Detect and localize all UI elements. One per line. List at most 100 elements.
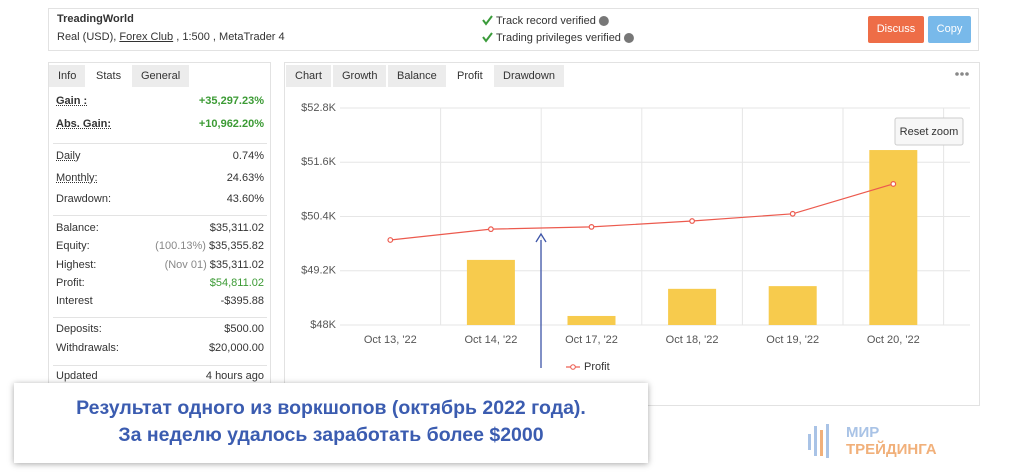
- separator: [53, 143, 267, 144]
- stat-value: $500.00: [224, 323, 264, 335]
- stat-label: Updated: [56, 370, 98, 382]
- stat-row: Profit: $54,811.02: [56, 277, 264, 289]
- menu-dot: [955, 72, 959, 76]
- check-icon: [482, 32, 493, 43]
- check-icon: [482, 15, 493, 26]
- stat-value: +10,962.20%: [198, 118, 264, 130]
- stat-value-group: +10,962.20%: [199, 118, 264, 130]
- legend-marker: [570, 364, 576, 370]
- stat-label: Highest:: [56, 259, 97, 271]
- account-name[interactable]: TreadingWorld: [57, 13, 134, 25]
- line: [390, 183, 894, 241]
- chart-panel: [284, 62, 980, 406]
- reset-zoom-label: Reset zoom: [900, 126, 959, 138]
- stat-row: Drawdown: 43.60%: [56, 193, 264, 205]
- stat-value: 0.74%: [232, 150, 264, 162]
- stat-value-group: 0.74%: [233, 150, 264, 162]
- logo-text: ТРЕЙДИНГА: [846, 441, 937, 458]
- reset-zoom-button: [894, 117, 964, 146]
- stat-value-group: $20,000.00: [209, 342, 264, 354]
- y-tick-label: $51.6K: [301, 156, 337, 168]
- tab[interactable]: Growth: [333, 65, 387, 87]
- y-tick-label: $48K: [310, 319, 336, 331]
- bar: [466, 259, 515, 325]
- bar: [668, 288, 717, 325]
- x-tick-label: Oct 17, '22: [565, 334, 618, 346]
- button[interactable]: Discuss: [868, 16, 924, 43]
- separator: [53, 215, 267, 216]
- caption-box: Результат одного из воркшопов (октябрь 2…: [14, 383, 648, 463]
- tab[interactable]: Info: [49, 65, 86, 87]
- stat-label: Gain :: [56, 95, 88, 107]
- tab[interactable]: Profit: [448, 65, 492, 87]
- stat-label: Profit:: [56, 277, 85, 289]
- stat-value: 43.60%: [226, 193, 264, 205]
- tab[interactable]: Chart: [286, 65, 331, 87]
- menu-dot: [960, 72, 964, 76]
- tab[interactable]: Drawdown: [494, 65, 564, 87]
- logo-icon: [808, 424, 829, 458]
- point: [387, 237, 394, 243]
- stats-panel: [48, 62, 271, 396]
- account-info: Real (USD), Forex Club , 1:500 , MetaTra…: [57, 31, 285, 43]
- x-tick-label: Oct 13, '22: [364, 334, 417, 346]
- point: [890, 181, 897, 187]
- stat-note: (Nov 01): [164, 259, 207, 271]
- broker-link[interactable]: Forex Club: [119, 31, 174, 43]
- point: [689, 218, 695, 224]
- stat-value-group: (Nov 01) $35,311.02: [165, 259, 264, 271]
- stat-label: Withdrawals:: [56, 342, 119, 354]
- point: [588, 223, 595, 230]
- stat-value: 4 hours ago: [205, 370, 264, 382]
- stat-value-group: -$395.88: [221, 295, 264, 307]
- account-details: , 1:500 , MetaTrader 4: [176, 31, 285, 43]
- stat-value-group: +35,297.23%: [199, 95, 264, 107]
- y-tick-label: $50.4K: [301, 210, 337, 222]
- x-tick-label: Oct 14, '22: [464, 334, 517, 346]
- stat-value-group: $35,311.02: [210, 222, 264, 234]
- annotation-arrowhead: [535, 232, 547, 243]
- account-header: [48, 8, 979, 51]
- separator: [53, 365, 267, 366]
- account-type: Real (USD),: [57, 31, 117, 43]
- stat-value: $35,311.02: [209, 222, 264, 234]
- stat-row: Deposits: $500.00: [56, 323, 264, 335]
- stat-label: Equity:: [56, 240, 90, 252]
- stat-label: Deposits:: [56, 323, 102, 335]
- stat-value: $35,355.82: [208, 240, 264, 252]
- stat-row: Balance: $35,311.02: [56, 222, 264, 234]
- stat-row: Daily 0.74%: [56, 150, 264, 162]
- tab[interactable]: Stats: [87, 65, 131, 87]
- point: [789, 210, 796, 217]
- legend-label: Profit: [584, 361, 610, 373]
- stat-value-group: 43.60%: [227, 193, 264, 205]
- bar: [567, 315, 616, 325]
- stat-row: Highest: (Nov 01) $35,311.02: [56, 259, 264, 271]
- x-tick-label: Oct 20, '22: [867, 334, 920, 346]
- verified-text: Track record verified: [496, 15, 596, 27]
- stat-row: Abs. Gain: +10,962.20%: [56, 118, 264, 130]
- stat-label: Interest: [56, 295, 93, 307]
- stat-row: Equity: (100.13%) $35,355.82: [56, 240, 264, 252]
- stat-row: Withdrawals: $20,000.00: [56, 342, 264, 354]
- menu-dot: [965, 72, 969, 76]
- bar: [869, 150, 918, 325]
- point: [488, 226, 494, 233]
- stat-row: Updated 4 hours ago: [56, 370, 264, 382]
- info-icon: [623, 33, 634, 43]
- bar: [768, 286, 817, 325]
- x-tick-label: Oct 19, '22: [766, 334, 819, 346]
- stat-value-group: 24.63%: [227, 172, 264, 184]
- tab[interactable]: Balance: [388, 65, 446, 87]
- stat-value-group: $54,811.02: [210, 277, 264, 289]
- tab[interactable]: General: [132, 65, 190, 87]
- caption-line: Результат одного из воркшопов (октябрь 2…: [76, 397, 586, 419]
- button[interactable]: Copy: [928, 16, 971, 43]
- stat-row: Monthly: 24.63%: [56, 172, 264, 184]
- stat-note: (100.13%): [155, 240, 206, 252]
- stat-value-group: (100.13%) $35,355.82: [155, 240, 264, 252]
- stat-label: Drawdown:: [56, 193, 112, 205]
- stat-value: $35,311.02: [209, 259, 264, 271]
